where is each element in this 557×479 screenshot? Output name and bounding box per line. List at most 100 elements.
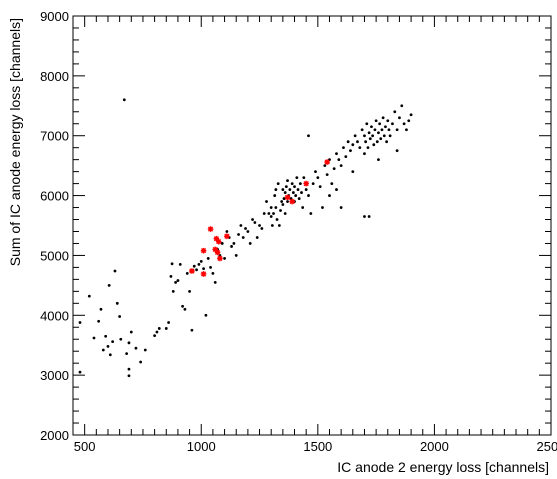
data-point [232,242,236,245]
data-point [367,215,371,218]
data-point-red-star [215,238,222,245]
data-point [262,212,266,215]
data-point-red-star [207,226,214,232]
data-point [170,262,174,266]
data-point [251,218,254,221]
data-point [273,194,277,197]
data-point [365,122,369,126]
data-point [380,128,384,132]
data-point [286,179,289,183]
data-point [356,140,359,144]
data-point [309,212,313,215]
data-point [78,321,82,324]
data-point [281,188,285,191]
data-point-red-star [213,235,220,242]
y-tick-label: 3000 [40,368,69,383]
data-point [127,367,131,371]
x-tick-label: 1000 [187,439,216,454]
data-point [183,307,187,311]
data-point [311,182,315,186]
data-point [118,315,122,318]
data-point-red-star [324,159,330,165]
data-point [323,164,327,168]
data-point [300,191,303,194]
data-point-red-star [284,194,291,201]
data-point [213,280,217,284]
data-point [260,227,264,230]
data-point [381,116,385,120]
data-point [298,182,302,186]
data-point [318,185,322,188]
data-point [385,140,389,144]
data-point [342,146,345,150]
data-point [267,212,271,215]
data-point [190,328,194,332]
data-point [181,304,184,308]
data-point [363,134,366,138]
data-point [325,173,329,177]
data-point [127,374,131,378]
data-point [307,134,310,138]
data-point [225,230,229,233]
data-point [230,245,233,248]
data-point [372,143,376,147]
y-axis-title: Sum of IC anode energy loss [channels] [7,18,23,266]
data-point [377,158,380,162]
data-point [407,119,411,123]
data-point [395,128,399,132]
data-point [378,122,382,126]
data-point [269,206,273,209]
data-point-red-star [289,198,295,205]
data-point [265,200,268,203]
x-tick-label: 1500 [303,439,332,454]
data-point [78,370,82,374]
data-point [167,321,171,324]
plot-frame [72,15,552,436]
data-point [107,283,111,287]
axis-ticks [72,15,552,436]
data-point [275,218,279,221]
data-point-red-star [200,271,207,277]
data-point [364,140,368,144]
data-point [87,294,91,298]
data-point [274,206,278,209]
data-point [297,197,301,200]
data-point [237,233,240,236]
data-point [185,271,189,275]
data-point-red-star [217,255,223,262]
data-point [209,266,212,269]
data-point [405,128,408,132]
data-points [78,98,413,378]
data-point [274,188,278,191]
data-point [386,119,390,123]
data-point [346,140,350,144]
data-point [220,242,224,245]
data-point [330,182,334,186]
data-point [99,307,103,311]
data-point [115,301,119,305]
data-point [368,137,372,141]
data-point [302,176,306,180]
data-point [366,146,370,150]
data-point [155,330,159,334]
data-point [92,336,96,340]
data-point [363,215,366,218]
data-point [199,260,203,263]
data-point [276,182,280,186]
data-point [377,131,380,135]
data-point [314,170,317,174]
data-point [234,254,238,257]
data-point [139,360,143,364]
tick-labels: 500 1000 1500 2000 2500 2000 3000 4000 5000 6000 7… [40,9,557,454]
data-point [367,131,371,135]
data-point [339,164,343,168]
y-tick-label: 4000 [40,308,69,323]
data-point [395,149,399,153]
data-point [192,264,196,268]
data-point [134,346,138,350]
data-point [344,155,348,159]
data-point [258,224,261,227]
data-point [398,116,401,120]
data-point [335,152,338,156]
